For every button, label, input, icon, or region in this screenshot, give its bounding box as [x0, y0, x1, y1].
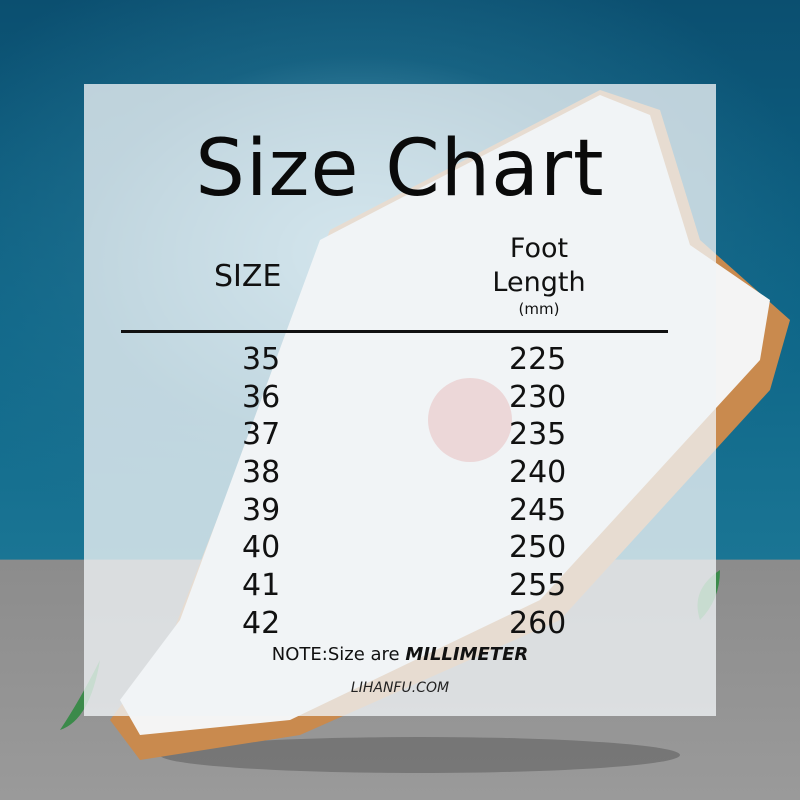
note-prefix: NOTE:Size are — [271, 644, 406, 665]
chart-title: Size Chart — [195, 124, 605, 214]
size-cell: 39 — [242, 492, 281, 528]
header-foot-line2: Length — [492, 267, 586, 298]
table-row: 38 240 — [84, 455, 716, 493]
size-cell: 35 — [242, 342, 281, 377]
size-cell: 37 — [242, 417, 281, 453]
table-row: 36 230 — [84, 380, 716, 418]
length-cell: 260 — [509, 605, 567, 641]
size-cell: 41 — [242, 568, 281, 604]
website-label: LIHANFU.COM — [350, 680, 450, 696]
note-emphasis: MILLIMETER — [405, 644, 529, 665]
table-row: 40 250 — [84, 530, 716, 568]
size-cell: 36 — [242, 379, 281, 415]
size-cell: 40 — [242, 530, 281, 566]
table-row: 41 255 — [84, 568, 716, 606]
size-cell: 42 — [242, 605, 281, 641]
header-foot-unit: (mm) — [518, 300, 560, 318]
header-foot-length: Foot Length (mm) — [469, 232, 609, 318]
length-cell: 255 — [509, 568, 567, 604]
size-cell: 38 — [242, 455, 281, 491]
size-chart-panel: Size Chart SIZE Foot Length (mm) 35 225 36… — [84, 84, 716, 716]
header-size: SIZE — [214, 259, 282, 294]
length-cell: 225 — [509, 342, 567, 377]
table-row: 42 260 — [84, 606, 716, 644]
length-cell: 250 — [509, 530, 567, 566]
table-row: 37 235 — [84, 417, 716, 455]
header-divider — [121, 330, 668, 333]
table-row: 35 225 — [84, 342, 716, 380]
header-foot-line1: Foot — [509, 233, 569, 264]
table-row: 39 245 — [84, 493, 716, 531]
length-cell: 235 — [509, 417, 567, 453]
length-cell: 240 — [509, 455, 567, 491]
length-cell: 230 — [509, 379, 567, 415]
size-table: 35 225 36 230 37 235 38 240 39 245 40 250 41 255 42 260 — [84, 342, 716, 644]
note: NOTE:Size are MILLIMETER — [84, 644, 716, 665]
length-cell: 245 — [509, 492, 567, 528]
